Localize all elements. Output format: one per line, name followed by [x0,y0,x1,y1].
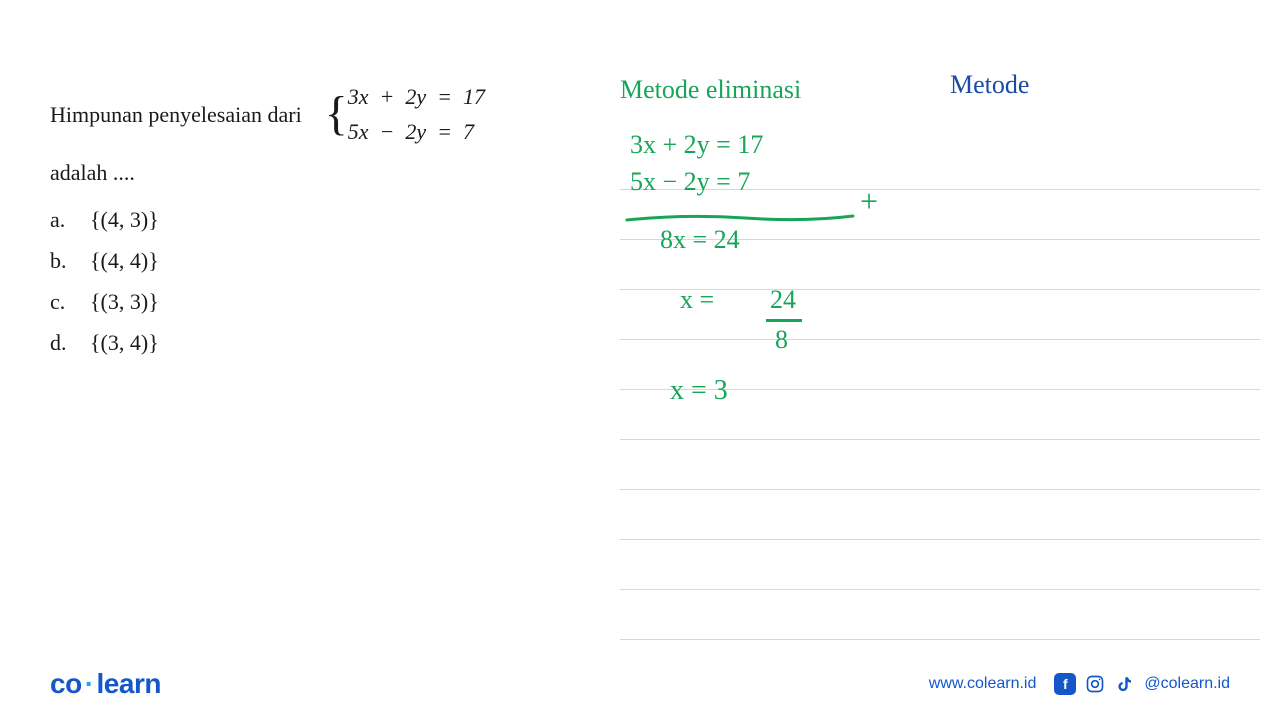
hw-frac-num: 24 [770,285,796,315]
option-label: a. [50,203,72,236]
page: Himpunan penyelesaian dari { 3x + 2y = 1… [0,0,1280,720]
social-handle: @colearn.id [1144,675,1230,693]
question-block: Himpunan penyelesaian dari { 3x + 2y = 1… [50,80,485,367]
logo-part-b: learn [97,668,161,699]
ruled-line [620,590,1260,640]
ruled-line [620,440,1260,490]
option-text: {(4, 4)} [90,244,159,277]
equation-1: 3x + 2y = 17 [348,80,485,113]
hw-eq1: 3x + 2y = 17 [630,130,763,160]
ruled-line [620,490,1260,540]
equation-stack: 3x + 2y = 17 5x − 2y = 7 [348,80,485,148]
option-c: c. {(3, 3)} [50,285,485,318]
footer: co·learn www.colearn.id f @co [0,668,1280,700]
logo-dot: · [82,668,97,699]
option-text: {(4, 3)} [90,203,159,236]
options-list: a. {(4, 3)} b. {(4, 4)} c. {(3, 3)} d. {… [50,203,485,359]
instagram-icon [1084,673,1106,695]
logo-part-a: co [50,668,82,699]
hw-eq2: 5x − 2y = 7 [630,167,750,197]
equation-system: { 3x + 2y = 17 5x − 2y = 7 [325,80,485,148]
option-label: c. [50,285,72,318]
option-text: {(3, 4)} [90,326,159,359]
option-a: a. {(4, 3)} [50,203,485,236]
hw-divider [625,201,855,213]
hw-title-blue: Metode [950,70,1029,100]
social-icons: f @colearn.id [1054,673,1230,695]
equation-2: 5x − 2y = 7 [348,115,485,148]
footer-url: www.colearn.id [929,675,1037,693]
logo: co·learn [50,668,161,700]
prompt-text-2: adalah .... [50,156,485,189]
hw-result2-lhs: x = [680,285,714,315]
prompt-text-1: Himpunan penyelesaian dari [50,98,302,131]
hw-plus: + [860,183,878,220]
hw-result1: 8x = 24 [660,225,740,255]
hw-frac-den: 8 [775,325,788,355]
question-prompt-row: Himpunan penyelesaian dari { 3x + 2y = 1… [50,80,485,148]
option-label: d. [50,326,72,359]
option-label: b. [50,244,72,277]
option-b: b. {(4, 4)} [50,244,485,277]
ruled-line [620,290,1260,340]
facebook-icon: f [1054,673,1076,695]
ruled-line [620,540,1260,590]
tiktok-icon [1114,673,1136,695]
hw-title-green: Metode eliminasi [620,75,801,105]
hw-frac-bar [766,319,802,322]
footer-right: www.colearn.id f @colearn.id [929,673,1230,695]
hw-result3: x = 3 [670,375,728,407]
option-text: {(3, 3)} [90,285,159,318]
brace-left: { [325,93,348,135]
option-d: d. {(3, 4)} [50,326,485,359]
